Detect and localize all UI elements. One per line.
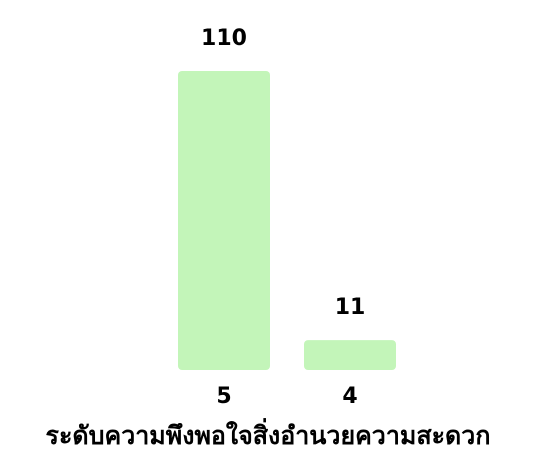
x-tick-label-4: 4 <box>342 384 357 409</box>
bars-layer <box>178 71 396 370</box>
bar-4 <box>304 340 396 370</box>
x-tick-label-5: 5 <box>216 384 231 409</box>
bar-5 <box>178 71 270 370</box>
value-labels-layer: 110 11 <box>201 26 365 320</box>
x-axis-title: ระดับความพึงพอใจสิ่งอำนวยความสะดวก <box>46 418 491 449</box>
data-label-4: 11 <box>335 295 366 320</box>
data-label-5: 110 <box>201 26 247 51</box>
